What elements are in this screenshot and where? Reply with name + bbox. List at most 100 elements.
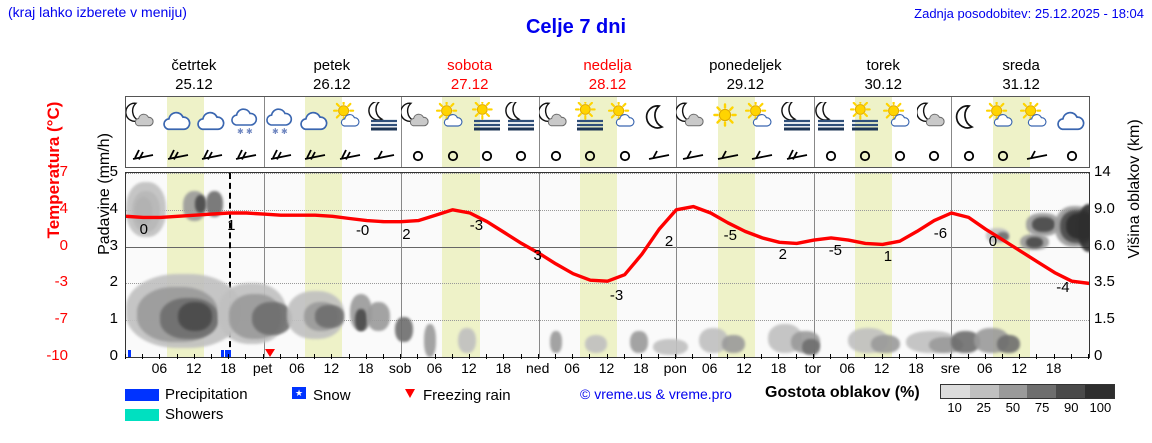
precip-tick-label: 0 <box>109 347 118 364</box>
time-axis-tick <box>314 354 316 359</box>
gridline-horizontal <box>126 283 1089 285</box>
gridline-vertical <box>263 173 265 357</box>
cloud-snow-icon: ✱ ✱ <box>229 97 263 141</box>
time-axis-tick <box>365 354 367 359</box>
time-axis-tick <box>916 354 918 359</box>
time-axis-label: 18 <box>1045 360 1062 376</box>
cloud-density-blob <box>550 331 562 354</box>
wind-calm-icon <box>607 141 641 167</box>
plot-gridlines <box>126 173 1089 357</box>
cloud-density-blob <box>951 331 981 354</box>
cloud-height-tick-labels: 14 9.0 6.0 3.5 1.5 0 <box>1094 163 1140 364</box>
wind-barb-icon <box>711 141 745 167</box>
time-axis-tick <box>193 354 195 359</box>
moon-cloud-icon <box>401 97 435 141</box>
cloud-density-step <box>941 385 970 398</box>
time-axis-tick <box>400 354 402 359</box>
cloud-density-blob <box>584 334 608 354</box>
time-axis-tick <box>520 354 522 359</box>
temperature-point-label: -5 <box>723 226 737 244</box>
cloud-icon <box>195 97 229 141</box>
cloudh-tick-label: 6.0 <box>1094 236 1115 254</box>
wind-calm-icon <box>917 141 951 167</box>
wind-barb-icon <box>195 141 229 167</box>
time-axis-label: 06 <box>839 360 856 376</box>
freezing-rain-triangle-icon <box>403 386 417 404</box>
cloud-density-blob <box>458 327 476 354</box>
weather-symbol-panel: ✱ ✱ ✱ ✱ <box>125 96 1090 168</box>
day-name: nedelja <box>583 57 632 74</box>
snow-precip-marker <box>127 350 131 357</box>
cloud-density-blob <box>194 195 207 214</box>
time-axis-label: 18 <box>908 360 924 376</box>
time-axis-tick <box>830 354 832 359</box>
cloud-density-blob <box>126 182 167 238</box>
location-hint-text: (kraj lahko izberete v meniju) <box>8 4 187 20</box>
moon-fog-icon <box>367 97 401 141</box>
time-axis-tick <box>296 354 298 359</box>
sun-cloud-icon <box>435 97 470 141</box>
moon-fog-icon <box>814 97 848 141</box>
temperature-point-label: 1 <box>883 248 893 266</box>
day-name: torek <box>866 57 900 74</box>
temp-tick-label: -7 <box>54 310 68 328</box>
time-axis-tick <box>933 354 935 359</box>
daylight-band <box>992 173 1030 357</box>
temperature-point-label: -3 <box>469 217 484 235</box>
cloudh-tick-label: 9.0 <box>1094 199 1115 217</box>
time-axis-label: 12 <box>598 360 615 376</box>
time-axis-label: 18 <box>770 360 787 376</box>
time-axis-tick <box>125 354 126 359</box>
sun-cloud-icon <box>332 97 366 141</box>
temp-tick-label: -10 <box>46 347 68 364</box>
daylight-band <box>855 173 893 357</box>
gridline-horizontal <box>126 320 1089 322</box>
temperature-value-labels: 0 1 -0 2 -3 3 -3 2 -5 2 -5 1 -6 0 -4 <box>126 173 1089 357</box>
wind-calm-icon <box>1055 141 1089 167</box>
gridline-vertical <box>676 173 678 357</box>
time-axis-tick <box>503 354 505 359</box>
gridline-horizontal <box>126 209 1089 211</box>
time-axis-tick <box>468 354 470 359</box>
time-axis-tick <box>1070 354 1072 359</box>
sun-cloud-icon <box>882 97 917 141</box>
wind-barb-icon <box>1020 141 1054 167</box>
temperature-point-label: -4 <box>1056 278 1070 296</box>
day-date: 28.12 <box>588 76 627 93</box>
wind-calm-icon <box>539 141 573 167</box>
wind-barb-icon <box>332 141 366 167</box>
cloud-density-blob <box>871 334 900 354</box>
wind-barb-icon <box>779 141 813 167</box>
day-header-3: sobota 27.12 <box>401 56 539 94</box>
legend-label-precipitation: Precipitation <box>165 386 248 403</box>
temp-tick-label: 7 <box>59 163 68 180</box>
moon-fog-icon <box>779 97 813 141</box>
time-axis-label: 18 <box>495 360 512 376</box>
moon-fog-icon <box>504 97 538 141</box>
temperature-point-label: -0 <box>355 222 370 240</box>
cloud-density-blob <box>366 301 390 332</box>
cloud-density-blob <box>315 305 344 328</box>
time-axis-label: 12 <box>1011 360 1027 376</box>
time-axis-label: tor <box>804 360 822 376</box>
day-name: sobota <box>447 57 493 74</box>
gridline-vertical <box>951 173 953 357</box>
day-header-2: petek 26.12 <box>263 56 401 94</box>
precip-tick-label: 3 <box>109 236 118 254</box>
time-axis-label: 06 <box>977 360 993 376</box>
day-name: petek <box>313 57 351 74</box>
day-separator <box>263 97 265 167</box>
cloud-density-blob <box>395 316 413 343</box>
wind-barb-icon <box>676 141 710 167</box>
wind-barb-icon <box>229 141 263 167</box>
moon-cloud-icon <box>126 97 160 141</box>
moon-cloud-icon <box>538 97 573 141</box>
time-axis-label: 12 <box>873 360 890 376</box>
temperature-point-label: -5 <box>828 241 843 259</box>
wind-calm-icon <box>848 141 882 167</box>
daylight-band <box>717 173 755 357</box>
temperature-point-label: 2 <box>402 225 411 243</box>
snow-precip-marker <box>220 350 224 357</box>
time-axis-tick <box>348 354 350 359</box>
time-axis-tick <box>589 354 591 359</box>
